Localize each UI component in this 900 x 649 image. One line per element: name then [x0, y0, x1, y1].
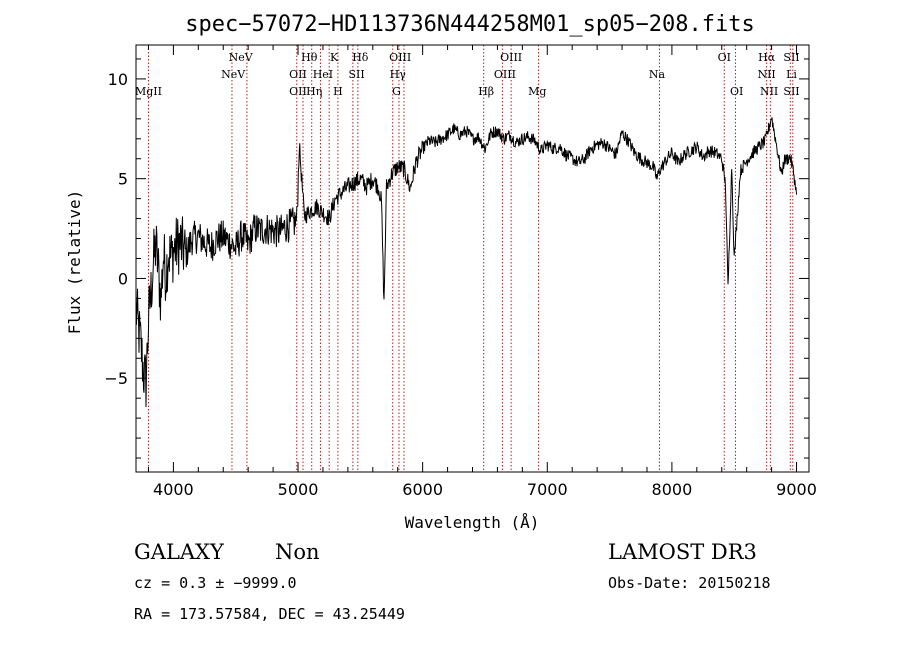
line-label: OIII [500, 51, 522, 64]
line-label: Hα [758, 51, 776, 64]
plot-frame [135, 44, 810, 473]
line-label: NeV [229, 51, 254, 64]
line-label: NII [760, 85, 778, 98]
emission-line-markers [147, 45, 794, 472]
spectrum-line [135, 117, 797, 408]
y-tick-label: −5 [104, 369, 128, 388]
coordinates-readout: RA = 173.57584, DEC = 43.25449 [134, 605, 405, 623]
x-tick-label: 5000 [278, 480, 319, 499]
y-tick-label: 5 [118, 170, 128, 189]
object-class: GALAXY [134, 540, 225, 564]
line-label: SII [348, 68, 364, 81]
y-axis-label: Flux (relative) [65, 190, 84, 335]
line-label: NII [757, 68, 775, 81]
x-tick-label: 8000 [652, 480, 693, 499]
line-label: OIII [389, 51, 411, 64]
x-tick-label: 4000 [153, 480, 194, 499]
line-label: Hδ [352, 51, 369, 64]
x-tick-label: 6000 [402, 480, 443, 499]
line-label: Hβ [478, 85, 494, 98]
line-label: G [392, 85, 401, 98]
chart-title: spec−57072−HD113736N444258M01_sp05−208.f… [185, 12, 755, 37]
line-label: MgII [135, 85, 162, 98]
line-label: OIII [494, 68, 516, 81]
line-label: K [330, 51, 339, 64]
line-label: OI [730, 85, 743, 98]
line-label: SII [783, 51, 799, 64]
line-label: Hθ [301, 51, 318, 64]
line-label: Li [786, 68, 797, 81]
observation-date: Obs-Date: 20150218 [608, 574, 771, 592]
line-label: Mg [528, 85, 546, 98]
x-tick-label: 7000 [527, 480, 568, 499]
line-label: OI [718, 51, 731, 64]
emission-line-labels: MgII NeV NeV Hθ OII OII HeI Hη K H Hδ SII OIII Hγ G OII… [135, 51, 800, 98]
y-tick-label: 10 [108, 70, 128, 89]
spectrum-series [135, 117, 797, 408]
x-tick-label: 9000 [776, 480, 817, 499]
line-label: OII [289, 85, 307, 98]
line-label: OII [289, 68, 307, 81]
line-label: Na [649, 68, 666, 81]
redshift-readout: cz = 0.3 ± −9999.0 [134, 574, 297, 592]
line-label: Hγ [390, 68, 407, 81]
line-label: HeI [313, 68, 333, 81]
axis-ticks: 4000 5000 6000 7000 8000 9000 −5 0 5 10 [104, 45, 817, 499]
line-label: Hη [306, 85, 322, 98]
survey-name: LAMOST DR3 [608, 540, 757, 564]
line-label: SII [783, 85, 799, 98]
line-label: H [333, 85, 343, 98]
x-axis-label: Wavelength (Å) [405, 513, 540, 532]
object-subclass: Non [275, 540, 320, 564]
y-tick-label: 0 [118, 269, 128, 288]
line-label: NeV [221, 68, 246, 81]
